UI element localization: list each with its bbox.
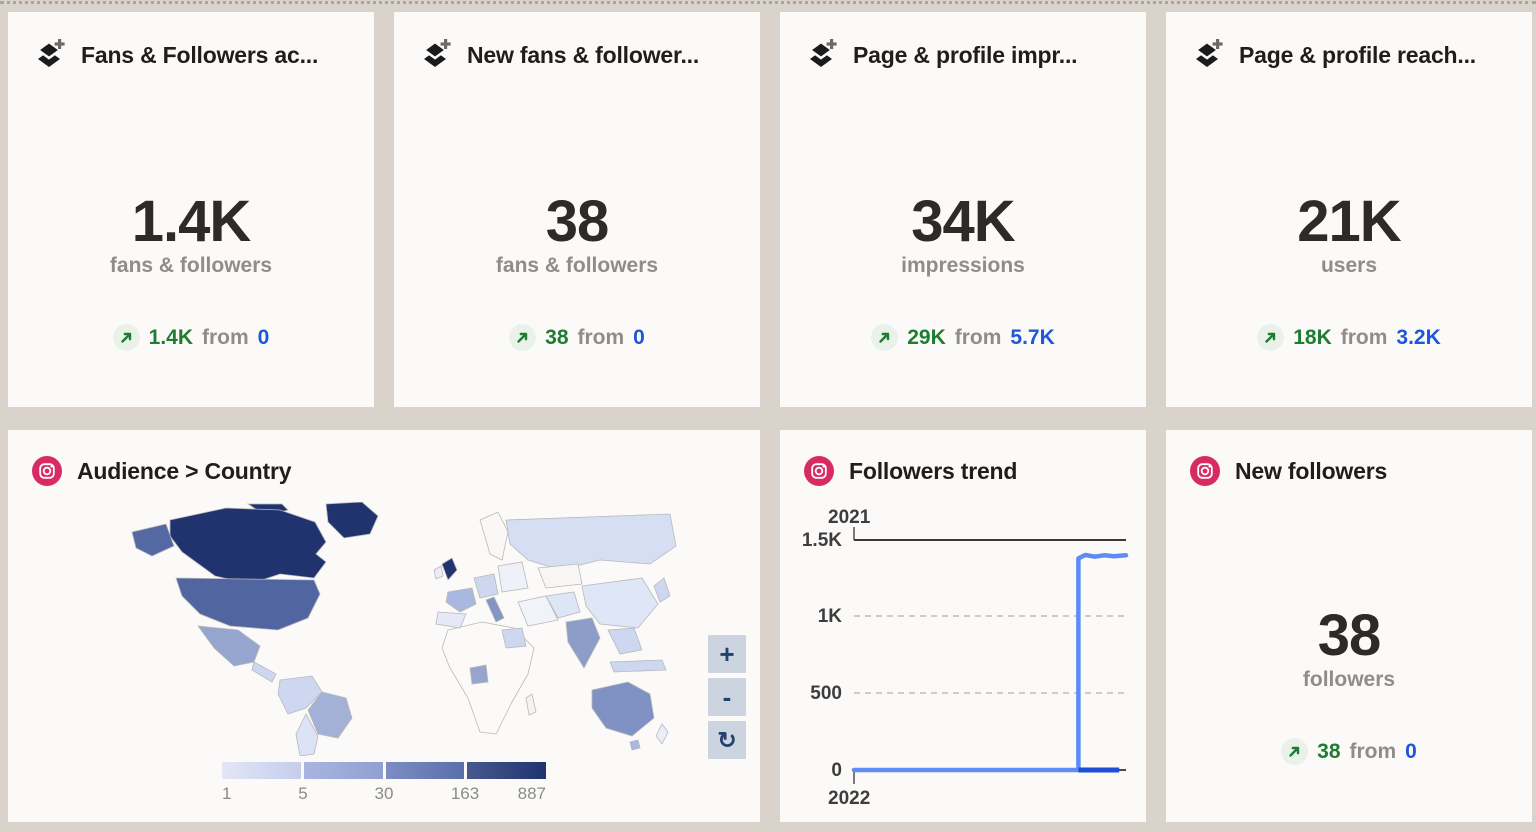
delta-from-word: from [1340,325,1388,349]
delta-previous-value: 5.7K [1010,325,1055,349]
kpi-label: followers [1302,668,1396,691]
map-controls: + - ↻ [708,635,746,759]
kpi-delta: 38 from 0 [1166,738,1532,765]
legend-tick: 887 [517,784,546,803]
y-tick-500: 500 [810,683,842,704]
map-zoom-out-button[interactable]: - [708,678,746,716]
dashboard-grid: Fans & Followers ac... 1.4K fans & follo… [8,12,1532,822]
card-header: Fans & Followers ac... [8,12,374,72]
instagram-icon [32,456,62,486]
kpi-delta: 1.4K from 0 [8,324,374,351]
all-networks-layers-plus-icon [804,38,838,72]
card-header: New fans & follower... [394,12,760,72]
audience-country-card: Audience > Country [8,430,760,822]
kpi-value: 21K [1297,189,1401,254]
y-tick-1500: 1.5K [802,530,842,551]
delta-previous-value: 3.2K [1396,325,1441,349]
delta-from-word: from [202,325,249,349]
kpi-label: fans & followers [109,254,273,277]
delta-change: 38 [1317,739,1341,763]
map-zoom-in-button[interactable]: + [708,635,746,673]
series-2021-line [851,552,1129,773]
legend-tick: 30 [374,784,394,803]
card-title: New fans & follower... [467,41,700,68]
kpi-value: 34K [911,189,1015,254]
world-choropleth-map[interactable] [130,502,678,756]
card-title: Page & profile reach... [1239,41,1476,68]
kpi-label: impressions [901,254,1025,277]
card-title: New followers [1235,457,1388,484]
delta-previous-value: 0 [633,325,645,349]
card-header: Followers trend [780,430,1146,486]
new-followers-card: New followers 38 followers 38 from 0 [1166,430,1532,822]
instagram-icon [1190,456,1220,486]
delta-change: 29K [907,325,946,349]
kpi-card-impressions: Page & profile impr... 34K impressions 2… [780,12,1146,407]
kpi-card-fans-followers: Fans & Followers ac... 1.4K fans & follo… [8,12,374,407]
delta-previous-value: 0 [1405,739,1417,763]
kpi-value: 38 [1317,603,1382,668]
card-title: Followers trend [849,457,1018,484]
top-axis-label: 2021 [828,507,871,528]
legend-segment [385,762,465,779]
delta-previous-value: 0 [257,325,270,349]
kpi-label: fans & followers [495,254,659,277]
y-tick-0: 0 [831,760,842,781]
map-color-scale: 1 5 30 163 887 [222,762,546,804]
legend-tick: 163 [450,784,480,803]
kpi-card-reach: Page & profile reach... 21K users 18K fr… [1166,12,1532,407]
followers-trend-card: Followers trend 2021 1.5K 1K 500 0 2022 [780,430,1146,822]
card-header: Audience > Country [8,430,760,486]
kpi-value: 38 [545,189,610,254]
kpi-delta: 18K from 3.2K [1166,324,1532,351]
legend-segment [222,762,301,779]
trend-up-arrow-icon [1281,738,1309,765]
kpi-label: users [1320,254,1378,277]
all-networks-layers-plus-icon [418,38,452,72]
trend-up-arrow-icon [1257,324,1285,351]
legend-segment [303,762,383,779]
legend-labels: 1 5 30 163 887 [222,784,546,804]
all-networks-layers-plus-icon [1190,38,1224,72]
card-header: Page & profile reach... [1166,12,1532,72]
card-header: New followers [1166,430,1532,486]
legend-tick: 1 [222,784,232,803]
kpi-card-new-fans-followers: New fans & follower... 38 fans & followe… [394,12,760,407]
y-tick-1000: 1K [818,606,843,627]
map-reset-button[interactable]: ↻ [708,721,746,759]
delta-change: 1.4K [148,325,193,349]
delta-from-word: from [954,325,1002,349]
card-title: Audience > Country [77,457,292,484]
instagram-icon [804,456,834,486]
delta-from-word: from [1349,739,1397,763]
card-title: Fans & Followers ac... [81,41,319,68]
trend-up-arrow-icon [509,324,537,351]
delta-change: 18K [1293,325,1332,349]
followers-trend-chart: 2021 1.5K 1K 500 0 2022 [802,507,1129,809]
page-top-dotted-divider [0,1,1536,4]
delta-change: 38 [545,325,569,349]
trend-up-arrow-icon [871,324,899,351]
legend-tick: 5 [298,784,308,803]
trend-up-arrow-icon [112,324,140,351]
all-networks-layers-plus-icon [32,38,66,72]
bottom-axis-label: 2022 [828,788,870,809]
delta-from-word: from [577,325,625,349]
kpi-delta: 38 from 0 [394,324,760,351]
card-title: Page & profile impr... [853,41,1078,68]
kpi-value: 1.4K [131,189,252,254]
legend-gradient-bar [222,762,546,779]
card-header: Page & profile impr... [780,12,1146,72]
kpi-delta: 29K from 5.7K [780,324,1146,351]
legend-segment [467,762,546,779]
